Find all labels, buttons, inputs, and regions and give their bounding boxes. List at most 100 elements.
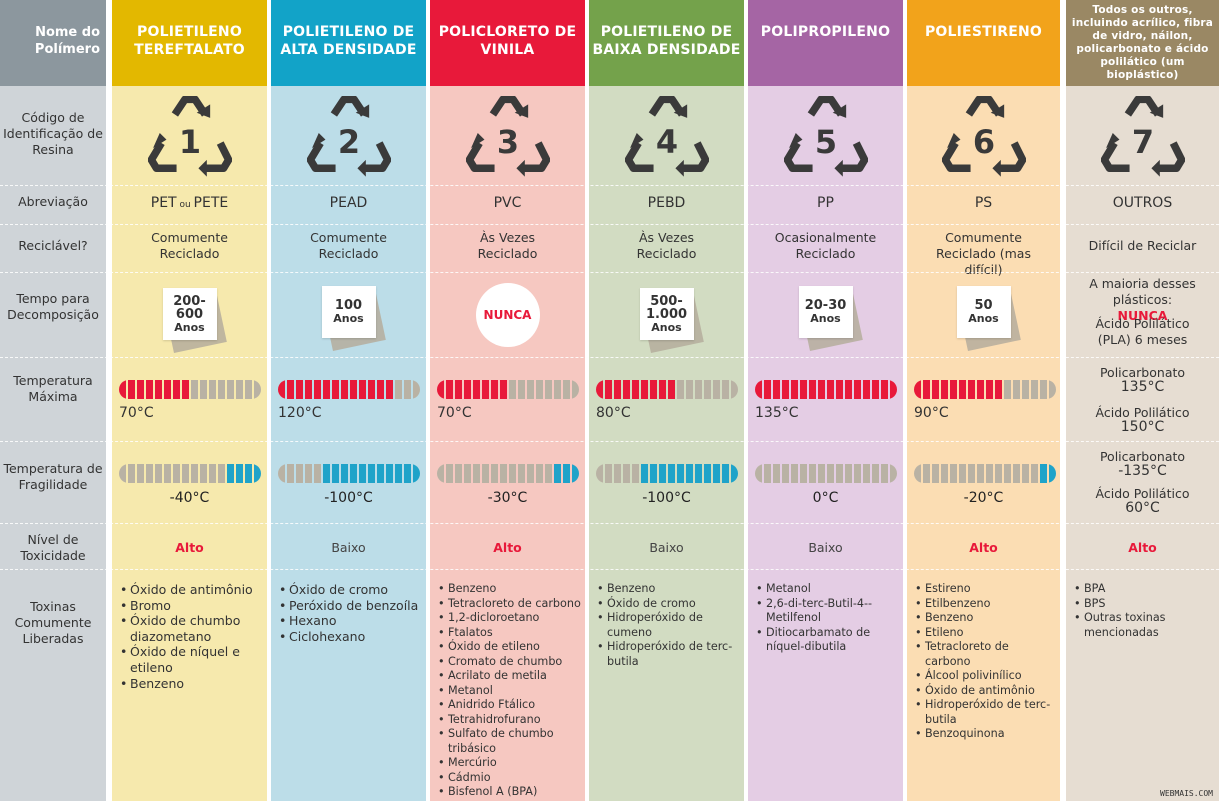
- bar-segment: [304, 380, 313, 399]
- tfrag-pla-value: 60°C: [1125, 500, 1160, 516]
- toxin-item: Sulfato de chumbo tribásico: [437, 727, 581, 756]
- abbreviation: OUTROS: [1066, 195, 1219, 211]
- toxin-item: Acrilato de metila: [437, 669, 581, 684]
- row-label-tox: Nível de Toxicidade: [20, 532, 86, 563]
- toxin-item: Ditiocarbamato de níquel-dibutila: [755, 626, 899, 655]
- bar-segment: [313, 464, 322, 483]
- polymer-name: POLIPROPILENO: [748, 0, 903, 86]
- bar-segment: [853, 380, 862, 399]
- bar-segment: [553, 380, 561, 399]
- bar-segment: [412, 464, 420, 483]
- bar-segment: [394, 464, 402, 483]
- abbreviation-main: PET: [150, 195, 177, 211]
- bar-segment: [844, 380, 853, 399]
- bar-segment: [640, 380, 649, 399]
- decomposition-unit: Anos: [810, 312, 841, 325]
- row-label-decomp: Tempo para Decomposição: [7, 291, 99, 322]
- tmax-polycarbonate-value: 135°C: [1120, 379, 1165, 395]
- toxin-item: Peróxido de benzoíla: [278, 598, 422, 614]
- bar-segment: [685, 380, 694, 399]
- bar-segment: [880, 464, 888, 483]
- bar-segment: [712, 380, 720, 399]
- bar-segment: [1012, 464, 1021, 483]
- bar-segment: [763, 464, 772, 483]
- bar-segment: [535, 464, 544, 483]
- abbreviation: PEBD: [589, 195, 744, 211]
- toxin-item: Óxido de etileno: [437, 640, 581, 655]
- bar-segment: [808, 380, 817, 399]
- decomposition-note-text: A maioria desses plásticos:: [1089, 276, 1196, 307]
- bar-segment: [235, 380, 243, 399]
- tmax-polycarbonate-label: Policarbonato: [1099, 365, 1186, 380]
- resin-code-number: 5: [814, 123, 836, 161]
- abbreviation: PS: [907, 195, 1060, 211]
- bar-segment: [490, 464, 499, 483]
- toxin-item: 1,2-dicloroetano: [437, 611, 581, 626]
- brittle-temperature-bar: [278, 464, 420, 483]
- bar-segment: [730, 464, 738, 483]
- bar-segment: [278, 464, 286, 483]
- row-label-tfrag: Temperatura de Fragilidade: [3, 461, 103, 492]
- brittle-temperature-bar: [596, 464, 738, 483]
- row-separator: [0, 441, 1219, 442]
- recycle-triangle-icon: 4: [624, 95, 709, 177]
- bar-segment: [1030, 380, 1038, 399]
- bar-segment: [535, 380, 544, 399]
- bar-segment: [730, 380, 738, 399]
- bar-segment: [922, 380, 931, 399]
- toxins-list: Óxido de cromoPeróxido de benzoílaHexano…: [278, 582, 422, 644]
- bar-segment: [817, 380, 826, 399]
- recyclable-status: Comumente Reciclado: [151, 230, 228, 261]
- max-temperature-bar: [914, 380, 1056, 399]
- row-label-tmax: Temperatura Máxima: [13, 373, 93, 404]
- decomposition-unit: Anos: [333, 312, 364, 325]
- bar-segment: [931, 380, 940, 399]
- bar-segment: [1039, 380, 1047, 399]
- brittle-temperature-value: -40°C: [169, 490, 210, 506]
- abbreviation-main: PP: [817, 195, 834, 211]
- toxin-item: Cádmio: [437, 771, 581, 786]
- bar-segment: [880, 380, 888, 399]
- bar-segment: [226, 464, 234, 483]
- decomposition-time: 100 Anos: [321, 286, 376, 338]
- bar-segment: [472, 380, 481, 399]
- toxin-item: Hidroperóxido de cumeno: [596, 611, 740, 640]
- recycle-triangle-icon: 5: [783, 95, 868, 177]
- bar-segment: [649, 380, 658, 399]
- bar-segment: [799, 380, 808, 399]
- bar-segment: [781, 380, 790, 399]
- bar-segment: [622, 380, 631, 399]
- bar-segment: [1012, 380, 1021, 399]
- bar-segment: [190, 464, 199, 483]
- max-temperature-value: 135°C: [755, 405, 799, 421]
- bar-segment: [544, 380, 552, 399]
- bar-segment: [694, 464, 703, 483]
- bar-segment: [358, 464, 367, 483]
- bar-segment: [217, 380, 226, 399]
- bar-segment: [119, 380, 127, 399]
- bar-segment: [658, 464, 667, 483]
- abbreviation: PVC: [430, 195, 585, 211]
- toxin-item: Hexano: [278, 613, 422, 629]
- row-separator: [0, 185, 1219, 186]
- toxins-list: BenzenoÓxido de cromoHidroperóxido de cu…: [596, 582, 740, 669]
- bar-segment: [376, 380, 385, 399]
- bar-segment: [286, 464, 295, 483]
- max-temperature-bar: [437, 380, 579, 399]
- row-label-recyclable: Reciclável?: [18, 238, 88, 253]
- bar-segment: [985, 464, 994, 483]
- bar-segment: [331, 464, 340, 483]
- bar-segment: [304, 464, 313, 483]
- bar-segment: [553, 464, 561, 483]
- bar-segment: [712, 464, 720, 483]
- toxicity-level: Alto: [1128, 540, 1157, 555]
- bar-segment: [367, 380, 376, 399]
- resin-code: 2: [306, 95, 391, 180]
- decomposition-unit: Anos: [174, 320, 205, 334]
- bar-segment: [472, 464, 481, 483]
- brittle-temperature-value: -30°C: [487, 490, 528, 506]
- bar-segment: [685, 464, 694, 483]
- max-temperature-value: 80°C: [596, 405, 631, 421]
- bar-segment: [244, 464, 252, 483]
- max-temperature-value: 70°C: [119, 405, 154, 421]
